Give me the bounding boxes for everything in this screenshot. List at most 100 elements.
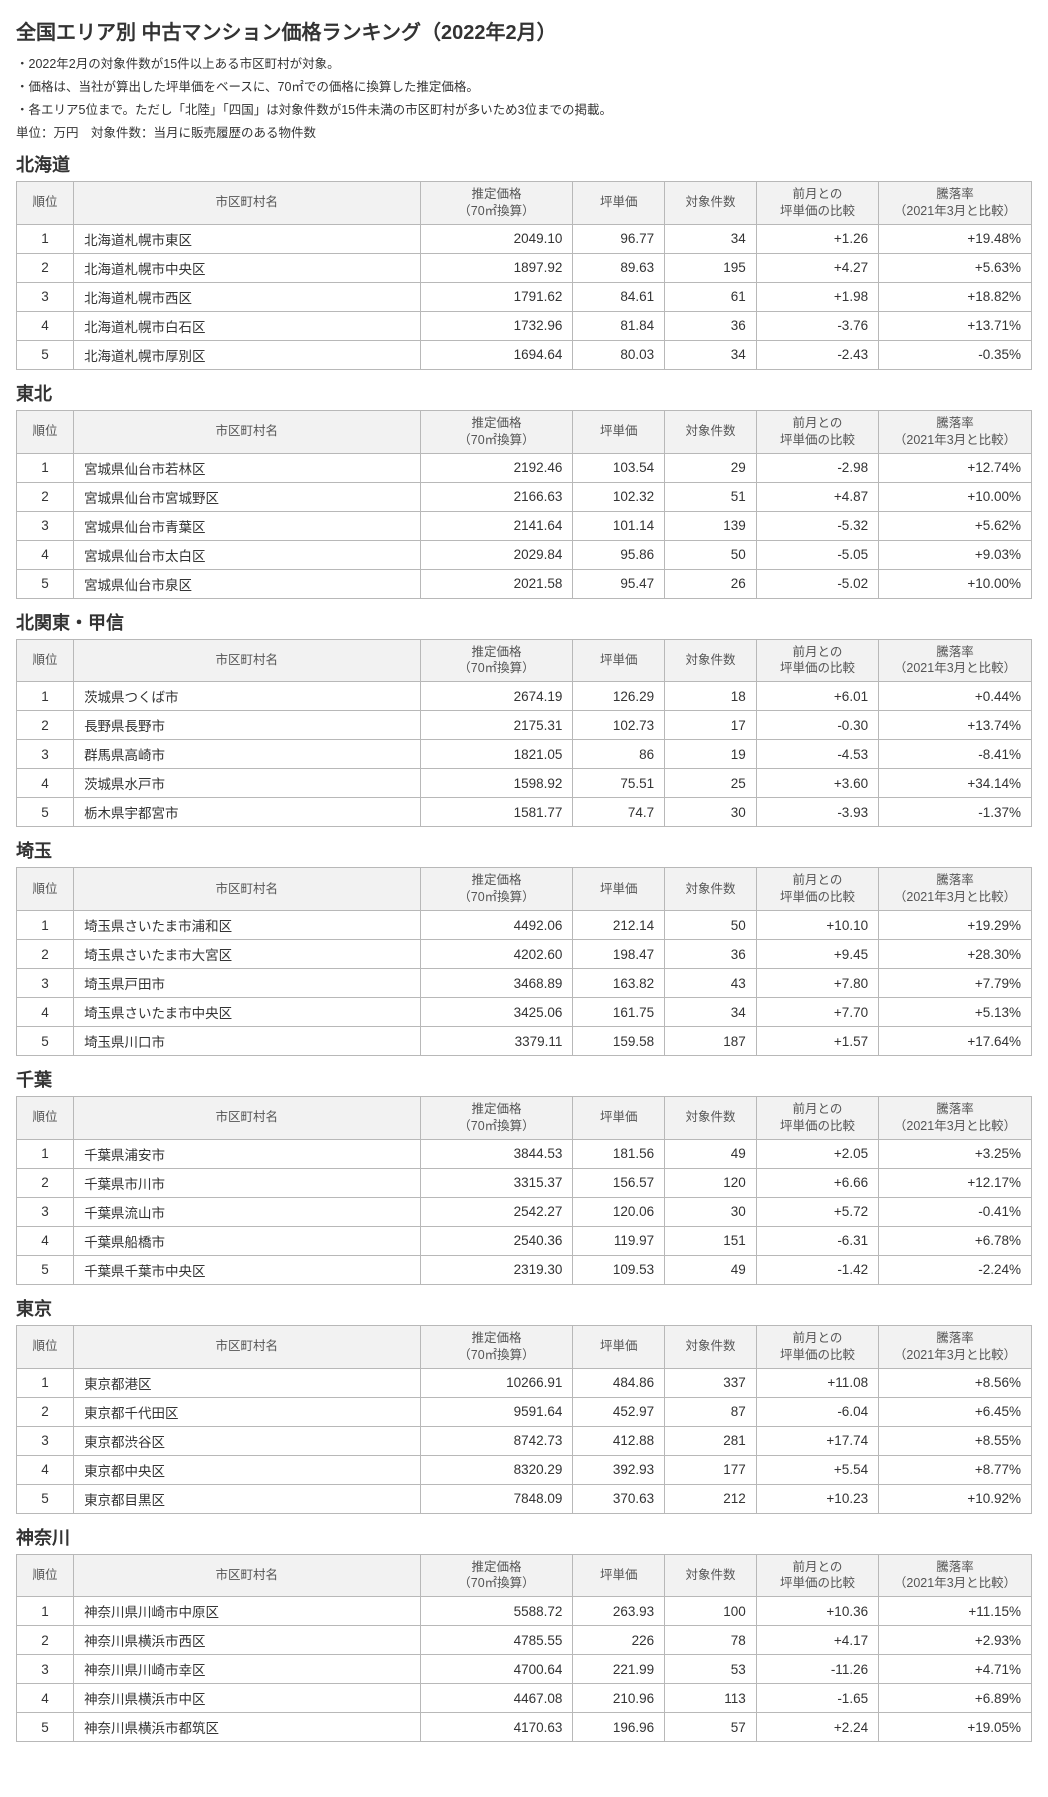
yoy-rate-cell: +28.30% xyxy=(879,940,1032,969)
count-cell: 51 xyxy=(665,482,757,511)
count-cell: 87 xyxy=(665,1397,757,1426)
column-header: 坪単価 xyxy=(573,410,665,453)
rank-cell: 4 xyxy=(17,1455,74,1484)
unit-price-cell: 452.97 xyxy=(573,1397,665,1426)
table-row: 2東京都千代田区9591.64452.9787-6.04+6.45% xyxy=(17,1397,1032,1426)
column-header: 前月との坪単価の比較 xyxy=(756,1325,878,1368)
name-cell: 宮城県仙台市若林区 xyxy=(74,453,420,482)
rank-cell: 2 xyxy=(17,1168,74,1197)
name-cell: 千葉県船橋市 xyxy=(74,1226,420,1255)
yoy-rate-cell: +0.44% xyxy=(879,682,1032,711)
yoy-rate-cell: +18.82% xyxy=(879,282,1032,311)
table-row: 3神奈川県川崎市幸区4700.64221.9953-11.26+4.71% xyxy=(17,1655,1032,1684)
yoy-rate-cell: +8.77% xyxy=(879,1455,1032,1484)
unit-price-cell: 392.93 xyxy=(573,1455,665,1484)
column-header: 坪単価 xyxy=(573,1325,665,1368)
unit-price-cell: 370.63 xyxy=(573,1484,665,1513)
name-cell: 北海道札幌市西区 xyxy=(74,282,420,311)
count-cell: 25 xyxy=(665,769,757,798)
table-row: 5千葉県千葉市中央区2319.30109.5349-1.42-2.24% xyxy=(17,1255,1032,1284)
column-header: 対象件数 xyxy=(665,868,757,911)
name-cell: 埼玉県さいたま市中央区 xyxy=(74,998,420,1027)
column-header: 坪単価 xyxy=(573,639,665,682)
price-cell: 1581.77 xyxy=(420,798,573,827)
region-title: 千葉 xyxy=(16,1066,1032,1092)
mom-diff-cell: -2.43 xyxy=(756,340,878,369)
count-cell: 50 xyxy=(665,540,757,569)
mom-diff-cell: +17.74 xyxy=(756,1426,878,1455)
mom-diff-cell: +1.98 xyxy=(756,282,878,311)
yoy-rate-cell: +12.17% xyxy=(879,1168,1032,1197)
column-header: 対象件数 xyxy=(665,1554,757,1597)
mom-diff-cell: +4.17 xyxy=(756,1626,878,1655)
column-header: 騰落率（2021年3月と比較） xyxy=(879,1325,1032,1368)
name-cell: 東京都中央区 xyxy=(74,1455,420,1484)
column-header: 市区町村名 xyxy=(74,1325,420,1368)
price-cell: 2029.84 xyxy=(420,540,573,569)
price-cell: 1791.62 xyxy=(420,282,573,311)
yoy-rate-cell: +4.71% xyxy=(879,1655,1032,1684)
unit-price-cell: 75.51 xyxy=(573,769,665,798)
count-cell: 17 xyxy=(665,711,757,740)
price-cell: 2540.36 xyxy=(420,1226,573,1255)
unit-price-cell: 212.14 xyxy=(573,911,665,940)
count-cell: 281 xyxy=(665,1426,757,1455)
mom-diff-cell: +6.01 xyxy=(756,682,878,711)
column-header: 坪単価 xyxy=(573,868,665,911)
table-row: 4宮城県仙台市太白区2029.8495.8650-5.05+9.03% xyxy=(17,540,1032,569)
mom-diff-cell: -5.32 xyxy=(756,511,878,540)
mom-diff-cell: +3.60 xyxy=(756,769,878,798)
notes-block: ・2022年2月の対象件数が15件以上ある市区町村が対象。 ・価格は、当社が算出… xyxy=(16,53,1032,118)
ranking-table: 順位市区町村名推定価格（70㎡換算）坪単価対象件数前月との坪単価の比較騰落率（2… xyxy=(16,1096,1032,1285)
name-cell: 神奈川県川崎市中原区 xyxy=(74,1597,420,1626)
column-header: 対象件数 xyxy=(665,410,757,453)
count-cell: 139 xyxy=(665,511,757,540)
count-cell: 120 xyxy=(665,1168,757,1197)
yoy-rate-cell: +10.00% xyxy=(879,569,1032,598)
mom-diff-cell: +6.66 xyxy=(756,1168,878,1197)
name-cell: 北海道札幌市東区 xyxy=(74,224,420,253)
yoy-rate-cell: +9.03% xyxy=(879,540,1032,569)
note-line: ・各エリア5位まで。ただし「北陸」「四国」は対象件数が15件未満の市区町村が多い… xyxy=(16,99,1032,118)
price-cell: 7848.09 xyxy=(420,1484,573,1513)
yoy-rate-cell: +2.93% xyxy=(879,1626,1032,1655)
mom-diff-cell: -5.02 xyxy=(756,569,878,598)
table-row: 5宮城県仙台市泉区2021.5895.4726-5.02+10.00% xyxy=(17,569,1032,598)
column-header: 推定価格（70㎡換算） xyxy=(420,639,573,682)
unit-price-cell: 102.73 xyxy=(573,711,665,740)
mom-diff-cell: -2.98 xyxy=(756,453,878,482)
rank-cell: 2 xyxy=(17,1626,74,1655)
yoy-rate-cell: +8.56% xyxy=(879,1368,1032,1397)
table-row: 2宮城県仙台市宮城野区2166.63102.3251+4.87+10.00% xyxy=(17,482,1032,511)
ranking-table: 順位市区町村名推定価格（70㎡換算）坪単価対象件数前月との坪単価の比較騰落率（2… xyxy=(16,1325,1032,1514)
table-row: 1埼玉県さいたま市浦和区4492.06212.1450+10.10+19.29% xyxy=(17,911,1032,940)
unit-price-cell: 102.32 xyxy=(573,482,665,511)
column-header: 騰落率（2021年3月と比較） xyxy=(879,1097,1032,1140)
table-row: 4埼玉県さいたま市中央区3425.06161.7534+7.70+5.13% xyxy=(17,998,1032,1027)
table-row: 2長野県長野市2175.31102.7317-0.30+13.74% xyxy=(17,711,1032,740)
unit-price-cell: 89.63 xyxy=(573,253,665,282)
price-cell: 2021.58 xyxy=(420,569,573,598)
column-header: 騰落率（2021年3月と比較） xyxy=(879,868,1032,911)
unit-price-cell: 96.77 xyxy=(573,224,665,253)
unit-price-cell: 484.86 xyxy=(573,1368,665,1397)
count-cell: 36 xyxy=(665,311,757,340)
price-cell: 4700.64 xyxy=(420,1655,573,1684)
yoy-rate-cell: +10.00% xyxy=(879,482,1032,511)
rank-cell: 1 xyxy=(17,1139,74,1168)
mom-diff-cell: +9.45 xyxy=(756,940,878,969)
ranking-table: 順位市区町村名推定価格（70㎡換算）坪単価対象件数前月との坪単価の比較騰落率（2… xyxy=(16,181,1032,370)
column-header: 順位 xyxy=(17,182,74,225)
column-header: 順位 xyxy=(17,1554,74,1597)
count-cell: 187 xyxy=(665,1027,757,1056)
table-row: 5埼玉県川口市3379.11159.58187+1.57+17.64% xyxy=(17,1027,1032,1056)
table-row: 2埼玉県さいたま市大宮区4202.60198.4736+9.45+28.30% xyxy=(17,940,1032,969)
name-cell: 茨城県水戸市 xyxy=(74,769,420,798)
price-cell: 1732.96 xyxy=(420,311,573,340)
price-cell: 1694.64 xyxy=(420,340,573,369)
region-title: 東北 xyxy=(16,380,1032,406)
table-row: 1千葉県浦安市3844.53181.5649+2.05+3.25% xyxy=(17,1139,1032,1168)
name-cell: 東京都渋谷区 xyxy=(74,1426,420,1455)
mom-diff-cell: -0.30 xyxy=(756,711,878,740)
rank-cell: 3 xyxy=(17,1197,74,1226)
